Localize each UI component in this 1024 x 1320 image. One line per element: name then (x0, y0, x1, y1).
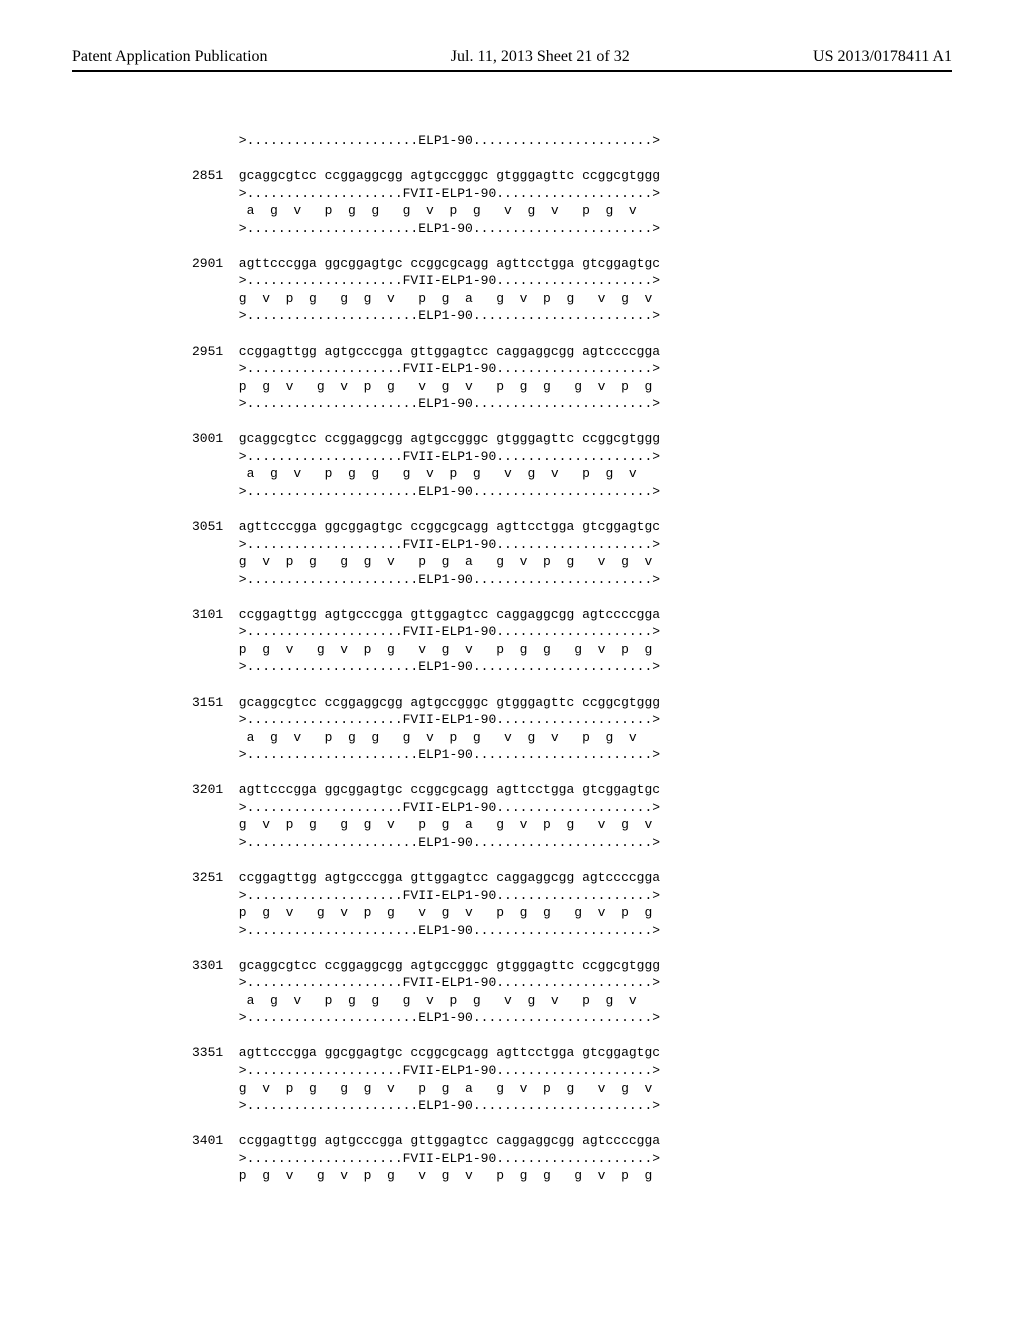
page: Patent Application Publication Jul. 11, … (0, 0, 1024, 1320)
header-right: US 2013/0178411 A1 (813, 48, 952, 66)
page-header: Patent Application Publication Jul. 11, … (72, 48, 952, 72)
header-left: Patent Application Publication (72, 48, 268, 66)
header-center: Jul. 11, 2013 Sheet 21 of 32 (451, 48, 630, 66)
sequence-listing: >......................ELP1-90..........… (192, 132, 952, 1202)
